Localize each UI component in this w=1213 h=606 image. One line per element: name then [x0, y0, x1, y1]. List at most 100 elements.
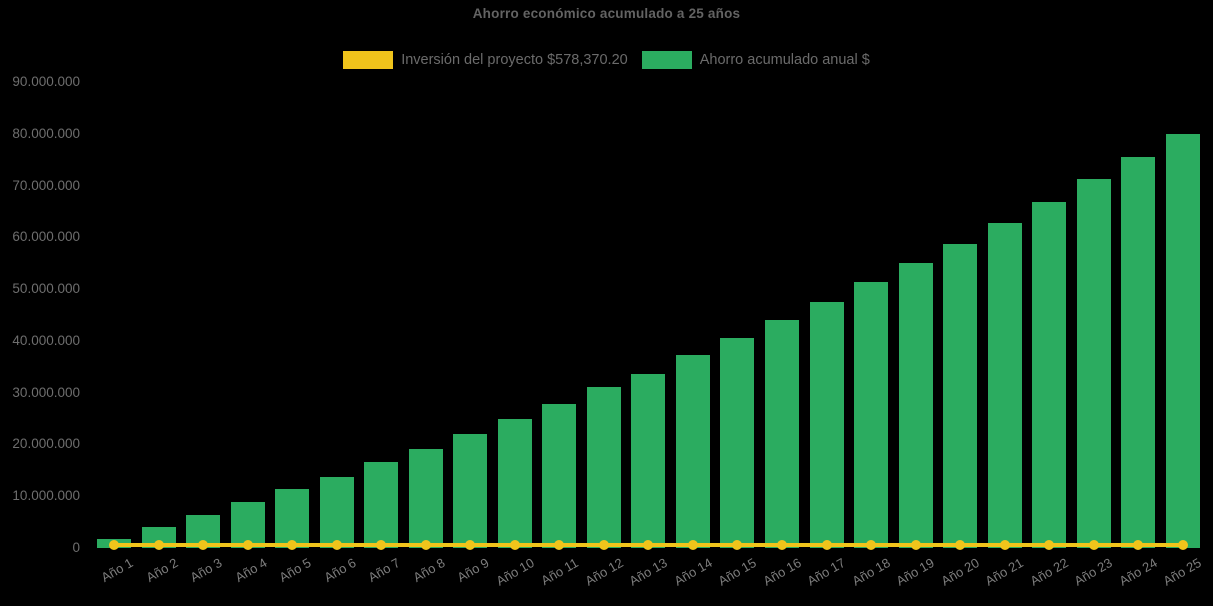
x-tick-label: Año 17 — [804, 555, 849, 589]
x-tick-label: Año 25 — [1160, 555, 1205, 589]
bar — [898, 263, 933, 548]
x-tick-label: Año 14 — [671, 555, 715, 589]
bar-slot: Año 4 — [226, 82, 271, 585]
line-point-marker — [910, 540, 921, 550]
line-point-marker — [776, 540, 787, 550]
line-point-marker — [509, 540, 520, 550]
bar-slot: Año 25 — [1160, 82, 1205, 589]
bar — [675, 355, 710, 548]
x-tick-label: Año 8 — [410, 555, 448, 585]
y-tick-label: 10.000.000 — [12, 488, 80, 504]
x-tick-label: Año 11 — [538, 555, 581, 589]
bar — [809, 302, 844, 548]
line-point-marker — [1177, 540, 1188, 550]
bar-slot: Año 15 — [715, 82, 760, 589]
bar-slot: Año 3 — [181, 82, 226, 585]
bar-slot: Año 14 — [671, 82, 716, 589]
bar-slot: Año 19 — [893, 82, 938, 589]
bar-slot: Año 10 — [493, 82, 538, 589]
y-tick-label: 30.000.000 — [12, 384, 80, 400]
bar-slot: Año 20 — [938, 82, 983, 589]
y-tick-label: 40.000.000 — [12, 332, 80, 348]
bar-slot: Año 2 — [137, 82, 182, 585]
line-point-marker — [1133, 540, 1144, 550]
x-tick-label: Año 3 — [187, 555, 225, 585]
bar — [854, 282, 889, 548]
bar-slot: Año 13 — [626, 82, 671, 589]
line-point-marker — [153, 540, 164, 550]
bar-series: Año 1 Año 2 Año 3 Año 4 Año 5 Año 6 Año 7 Año 8… — [92, 82, 1205, 589]
investment-color-swatch — [343, 51, 394, 69]
bar-slot: Año 5 — [270, 82, 315, 585]
line-point-marker — [1044, 540, 1055, 550]
bar — [631, 373, 666, 548]
x-tick-label: Año 4 — [232, 555, 270, 585]
y-tick-label: 90.000.000 — [12, 74, 80, 89]
line-point-marker — [420, 540, 431, 550]
chart-title: Ahorro económico acumulado a 25 años — [472, 6, 741, 21]
line-point-marker — [331, 540, 342, 550]
line-point-marker — [109, 540, 120, 550]
line-point-marker — [866, 540, 877, 550]
line-point-marker — [242, 540, 253, 550]
line-point-marker — [687, 540, 698, 550]
line-point-marker — [1088, 540, 1099, 550]
x-tick-label: Año 15 — [715, 555, 759, 589]
bar — [987, 223, 1022, 548]
y-tick-label: 20.000.000 — [12, 436, 80, 452]
plot-area: Año 1 Año 2 Año 3 Año 4 Año 5 Año 6 Año 7 Año 8… — [92, 82, 1205, 589]
line-point-marker — [999, 540, 1010, 550]
bar — [1121, 157, 1156, 548]
x-tick-label: Año 7 — [365, 555, 403, 585]
bar-slot: Año 6 — [315, 82, 360, 585]
bar-slot: Año 22 — [1027, 82, 1072, 589]
x-tick-label: Año 16 — [760, 555, 804, 589]
x-tick-label: Año 20 — [938, 555, 982, 589]
bar-slot: Año 12 — [582, 82, 627, 589]
bar — [720, 337, 755, 548]
bar — [453, 434, 488, 548]
bar — [764, 320, 799, 548]
y-tick-label: 50.000.000 — [12, 281, 80, 297]
legend-item-savings[interactable]: Ahorro acumulado anual $ — [641, 51, 870, 69]
bar — [1165, 133, 1200, 548]
bar-slot: Año 11 — [537, 82, 582, 588]
y-tick-label: 80.000.000 — [12, 125, 80, 141]
bar-slot: Año 7 — [359, 82, 404, 585]
x-tick-label: Año 9 — [454, 555, 492, 585]
legend-item-investment[interactable]: Inversión del proyecto $578,370.20 — [343, 51, 628, 69]
line-point-marker — [198, 540, 209, 550]
x-tick-label: Año 12 — [582, 555, 626, 589]
x-tick-label: Año 6 — [321, 555, 359, 585]
line-point-marker — [821, 540, 832, 550]
bar-slot: Año 1 — [92, 82, 137, 585]
bar — [497, 419, 532, 548]
y-axis: 0 10.000.000 20.000.000 30.000.000 40.000.00… — [0, 74, 80, 555]
line-point-marker — [955, 540, 966, 550]
y-tick-label: 0 — [72, 540, 80, 555]
line-point-marker — [554, 540, 565, 550]
line-point-marker — [465, 540, 476, 550]
bar-slot: Año 8 — [404, 82, 449, 585]
bar — [586, 386, 621, 548]
legend-label-savings: Ahorro acumulado anual $ — [699, 52, 870, 68]
x-tick-label: Año 23 — [1071, 555, 1116, 589]
bar-slot: Año 16 — [760, 82, 805, 589]
x-tick-label: Año 22 — [1027, 555, 1071, 589]
bar — [1076, 179, 1111, 548]
x-tick-label: Año 1 — [98, 555, 136, 585]
x-tick-label: Año 2 — [143, 555, 181, 585]
bar — [141, 527, 176, 548]
bar — [1032, 202, 1067, 548]
y-tick-label: 60.000.000 — [12, 229, 80, 245]
chart-legend: Inversión del proyecto $578,370.20 Ahorr… — [0, 51, 1213, 69]
line-point-marker — [732, 540, 743, 550]
bar — [319, 477, 354, 548]
x-tick-label: Año 19 — [893, 555, 938, 589]
x-tick-label: Año 5 — [276, 555, 314, 585]
bar — [943, 244, 978, 548]
bar — [542, 404, 577, 548]
line-point-marker — [643, 540, 654, 550]
bar-slot: Año 17 — [804, 82, 849, 589]
x-tick-label: Año 24 — [1116, 555, 1160, 589]
